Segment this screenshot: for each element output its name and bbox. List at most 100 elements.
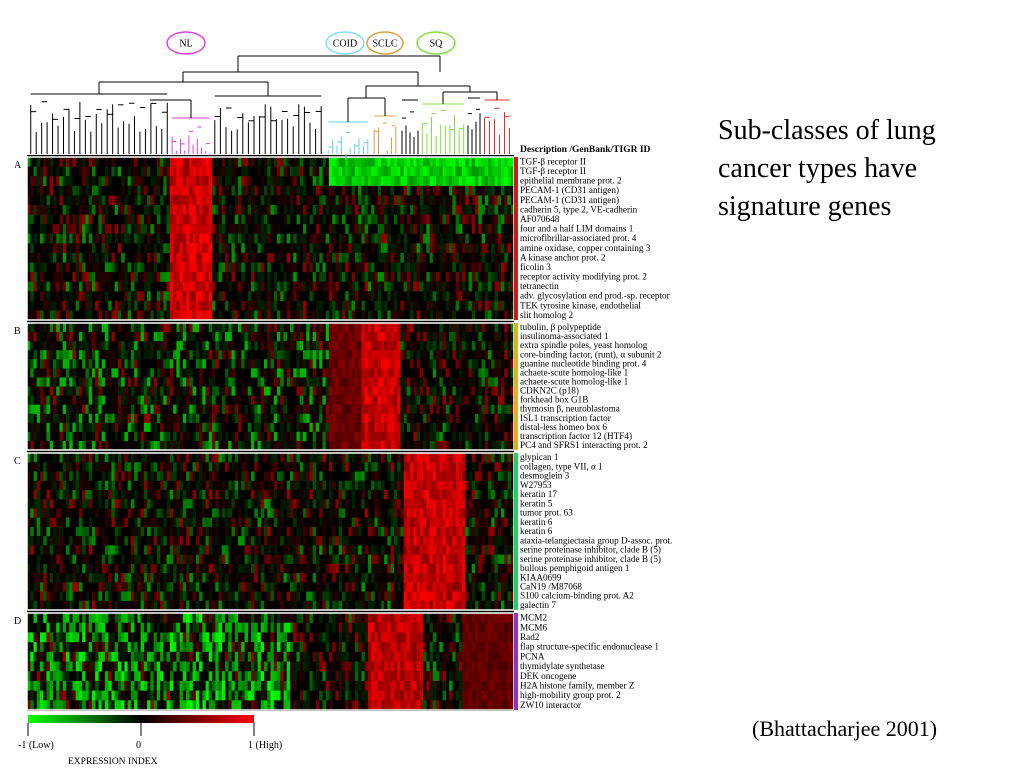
heatmap-cell [195,176,200,186]
heatmap-cell [322,545,326,555]
heatmap-cell [166,350,171,360]
heatmap-cell [484,386,489,396]
heatmap-cell [182,185,187,196]
heatmap-cell [276,332,281,342]
heatmap-cell [462,395,466,405]
heatmap-cell [153,185,158,196]
heatmap-cell [484,243,489,254]
heatmap-cell [478,214,482,225]
heatmap-cell [410,526,414,537]
heatmap-cell [380,554,385,565]
heatmap-cell [121,517,125,528]
heatmap-cell [85,176,89,186]
heatmap-cell [351,591,356,601]
heatmap-cell [140,386,145,396]
heatmap-cell [299,300,304,311]
heatmap-cell [160,359,164,369]
heatmap-cell [65,508,70,518]
heatmap-cell [367,413,372,423]
heatmap-cell [147,395,151,405]
heatmap-cell [471,195,476,206]
heatmap-cell [140,332,145,342]
heatmap-cell [319,300,323,311]
heatmap-cell [49,157,54,167]
heatmap-cell [377,214,382,225]
heatmap-cell [309,350,314,360]
heatmap-cell [397,243,401,254]
heatmap-cell [423,554,427,565]
heatmap-cell [75,545,80,555]
heatmap-cell [312,545,317,555]
heatmap-cell [286,413,291,423]
heatmap-cell [371,404,375,414]
heatmap-cell [364,395,369,405]
heatmap-cell [286,563,291,574]
heatmap-cell [478,404,482,414]
heatmap-cell [309,377,314,387]
heatmap-cell [189,157,193,167]
heatmap-cell [276,386,281,396]
heatmap-cell [260,233,265,244]
heatmap-cell [465,204,469,215]
heatmap-cell [419,462,424,472]
heatmap-cell [442,176,447,186]
heatmap-cell [95,453,99,463]
heatmap-cell [88,323,93,333]
heatmap-cell [276,350,281,360]
heatmap-cell [302,404,307,414]
heatmap-cell [65,300,70,311]
heatmap-cell [49,214,54,225]
heatmap-cell [244,545,249,555]
heatmap-cell [30,310,34,321]
heatmap-cell [78,413,83,423]
heatmap-cell [429,395,434,405]
heatmap-cell [403,204,408,215]
heatmap-cell [49,323,54,333]
heatmap-cell [423,310,427,321]
heatmap-cell [75,453,80,463]
heatmap-cell [325,359,330,369]
heatmap-cell [62,422,67,433]
heatmap-cell [27,471,31,481]
heatmap-cell [338,262,343,273]
heatmap-cell [458,341,463,351]
heatmap-cell [325,252,330,263]
heatmap-cell [121,471,125,481]
heatmap-cell [39,582,44,592]
heatmap-cell [72,480,76,491]
heatmap-cell [406,214,411,225]
heatmap-cell [491,554,495,565]
heatmap-cell [72,233,76,244]
heatmap-cell [449,563,453,574]
heatmap-cell [371,310,375,321]
heatmap-cell [397,157,401,167]
heatmap-cell [186,508,190,518]
heatmap-cell [462,176,466,186]
heatmap-cell [497,554,502,565]
heatmap-cell [241,176,245,186]
heatmap-cell [36,332,41,342]
heatmap-cell [449,489,453,500]
heatmap-cell [403,413,408,423]
heatmap-cell [238,440,242,451]
heatmap-cell [367,341,372,351]
heatmap-cell [202,272,206,282]
heatmap-cell [306,377,310,387]
heatmap-cell [78,272,83,282]
heatmap-cell [283,291,288,302]
heatmap-cell [358,262,362,273]
heatmap-cell [231,591,236,601]
heatmap-cell [238,157,242,167]
heatmap-cell [78,157,83,167]
heatmap-cell [452,517,456,528]
heatmap-cell [387,332,391,342]
heatmap-cell [471,462,476,472]
heatmap-cell [82,323,86,333]
heatmap-cell [280,386,284,396]
heatmap-cell [62,563,67,574]
heatmap-cell [212,377,216,387]
heatmap-cell [173,440,177,451]
heatmap-cell [208,471,213,481]
heatmap-cell [43,243,47,254]
heatmap-cell [481,554,486,565]
